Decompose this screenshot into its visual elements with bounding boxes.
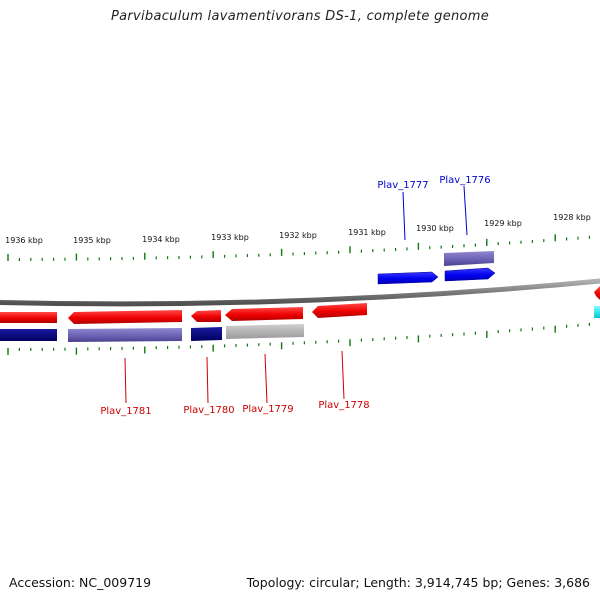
cog-bars [0, 306, 600, 342]
cog-bar-right-edge [594, 306, 600, 318]
scale-label: 1934 kbp [142, 235, 180, 244]
scale-label: 1929 kbp [484, 219, 522, 228]
leader-plav-1777 [402, 191, 406, 241]
gene-arrow-plav-1776[interactable] [444, 267, 496, 282]
genome-summary-text: Topology: circular; Length: 3,914,745 bp… [246, 575, 590, 590]
genome-backbone [0, 278, 600, 307]
gene-label-plav-1781[interactable]: Plav_1781 [100, 406, 151, 417]
reverse-genes [0, 286, 600, 324]
cog-bar-plav-1776 [444, 251, 494, 266]
gene-arrow-plav-1777[interactable] [377, 271, 439, 285]
cog-bar-plav-1781 [68, 328, 182, 342]
label-leaders [124, 185, 468, 404]
gene-arrow-right-edge[interactable] [594, 286, 600, 300]
gene-label-plav-1776[interactable]: Plav_1776 [439, 175, 490, 186]
forward-genes [377, 251, 496, 285]
gene-label-plav-1780[interactable]: Plav_1780 [183, 405, 234, 416]
scale-label: 1936 kbp [5, 236, 43, 245]
gene-arrow-plav-1779[interactable] [225, 307, 303, 321]
gene-arrow-left-edge[interactable] [0, 312, 57, 323]
scale-label: 1931 kbp [348, 228, 386, 237]
gene-labels: Plav_1777 Plav_1776 Plav_1781 Plav_1780 … [100, 175, 490, 417]
accession-text: Accession: NC_009719 [9, 575, 152, 590]
lower-tick-track [7, 322, 591, 355]
leader-plav-1779 [264, 353, 268, 404]
map-title: Parvibaculum lavamentivorans DS-1, compl… [110, 9, 490, 24]
cog-bar-plav-1780 [191, 327, 222, 341]
leader-plav-1776 [463, 185, 468, 236]
scale-label: 1935 kbp [73, 236, 111, 245]
gene-arrow-plav-1778[interactable] [312, 303, 367, 318]
leader-plav-1778 [341, 350, 345, 400]
upper-tick-track [7, 234, 591, 261]
cog-bar-left-edge [0, 329, 57, 341]
gene-label-plav-1779[interactable]: Plav_1779 [242, 404, 293, 415]
gene-label-plav-1778[interactable]: Plav_1778 [318, 400, 369, 411]
scale-label: 1930 kbp [416, 224, 454, 233]
scale-label: 1932 kbp [279, 231, 317, 240]
gene-arrow-plav-1780[interactable] [191, 310, 221, 322]
gene-label-plav-1777[interactable]: Plav_1777 [377, 180, 428, 191]
scale-label: 1928 kbp [553, 213, 591, 222]
gene-arrow-plav-1781[interactable] [68, 310, 182, 324]
leader-plav-1781 [124, 357, 127, 404]
scale-label: 1933 kbp [211, 233, 249, 242]
leader-plav-1780 [206, 356, 209, 404]
cog-bar-plav-1779 [226, 324, 304, 339]
scale-labels: 1936 kbp 1935 kbp 1934 kbp 1933 kbp 1932… [5, 213, 591, 245]
